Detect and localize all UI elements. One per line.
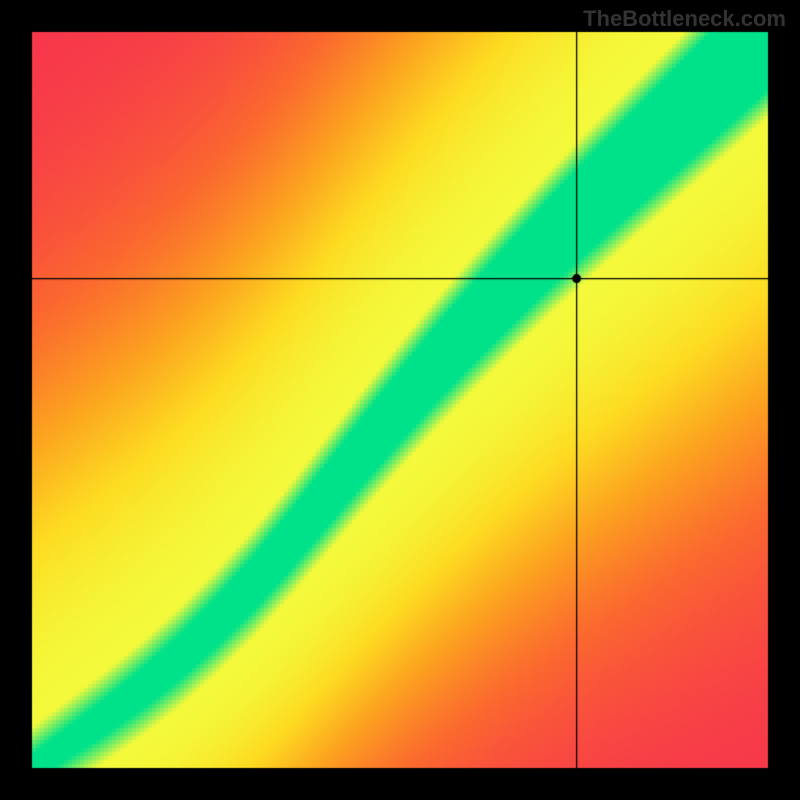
watermark-text: TheBottleneck.com <box>583 6 786 32</box>
chart-container: TheBottleneck.com <box>0 0 800 800</box>
bottleneck-heatmap <box>0 0 800 800</box>
